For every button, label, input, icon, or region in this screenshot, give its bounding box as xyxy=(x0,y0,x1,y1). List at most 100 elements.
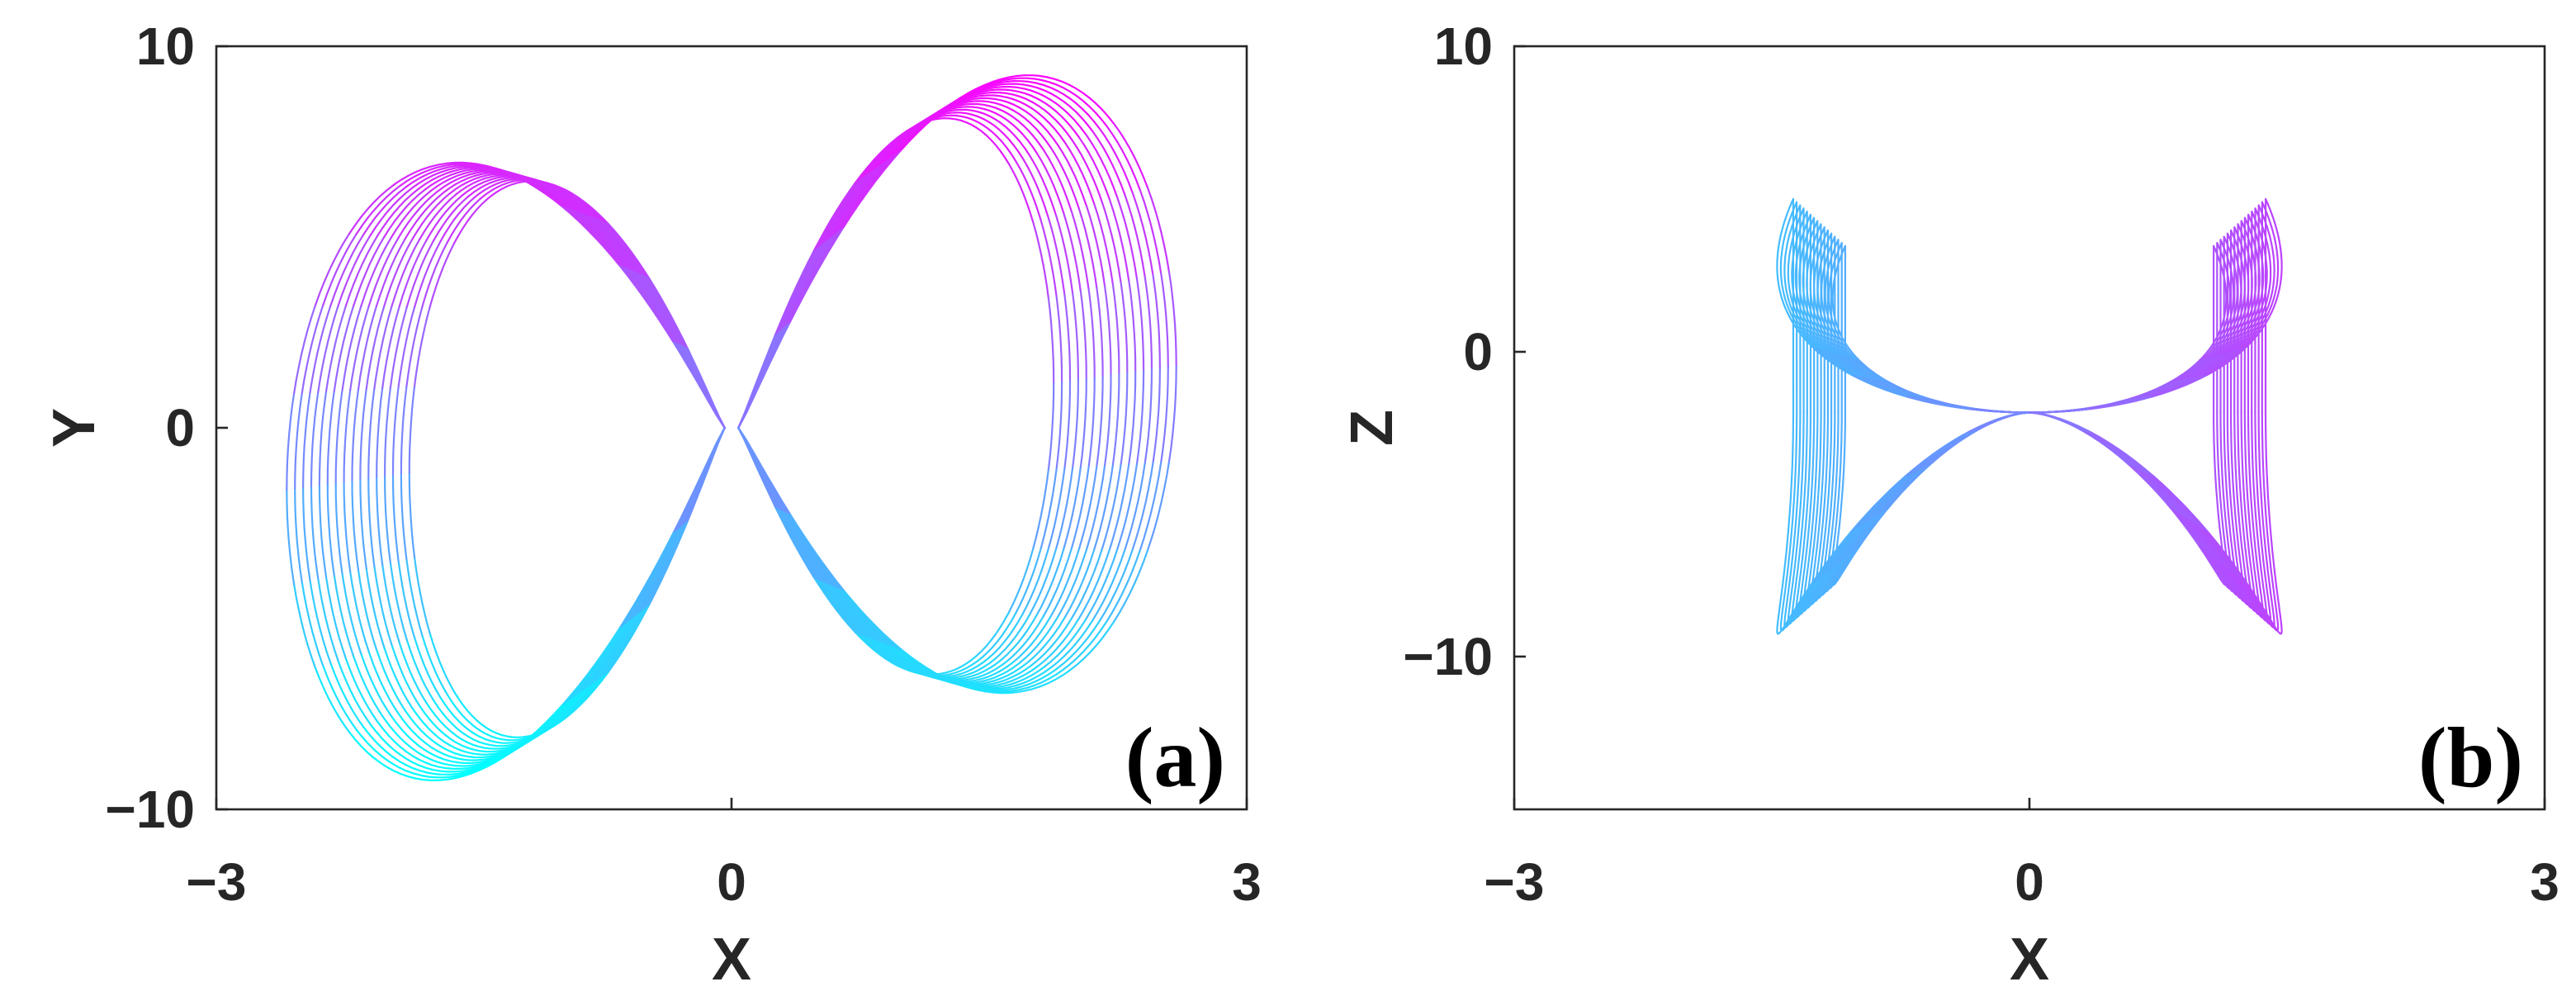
trajectory-segment xyxy=(1039,219,1058,297)
trajectory-segment xyxy=(1049,92,1094,133)
trajectory-segment xyxy=(1786,311,1813,348)
trajectory-segment xyxy=(1029,154,1058,216)
trajectory-segment xyxy=(948,657,990,678)
trajectory-segment xyxy=(399,766,452,779)
trajectory-segment xyxy=(344,657,379,723)
trajectory-segment xyxy=(1055,214,1074,294)
trajectory-segment xyxy=(591,216,641,276)
trajectory-segment xyxy=(1047,216,1066,296)
trajectory-segment xyxy=(1905,395,1970,410)
trajectory-segment xyxy=(1797,411,1802,496)
x-tick-label-b-1: 0 xyxy=(2015,852,2044,912)
trajectory-segment xyxy=(1116,196,1139,280)
x-tick-label-a-2: 3 xyxy=(1232,852,1262,912)
trajectory-segment xyxy=(854,631,899,667)
trajectory-segment xyxy=(414,557,431,634)
trajectory-segment xyxy=(2175,509,2210,555)
trajectory-segment xyxy=(294,391,303,490)
trajectory-segment xyxy=(1062,87,1108,127)
y-tick-label-b-2: 10 xyxy=(1434,17,1493,76)
trajectory-segment xyxy=(1905,430,1970,477)
trajectory-segment xyxy=(788,512,845,591)
trajectory-segment xyxy=(2237,223,2242,414)
trajectory-segment xyxy=(989,665,1039,687)
trajectory-segment xyxy=(1120,372,1129,467)
trajectory-segment xyxy=(2219,239,2223,414)
trajectory-segment xyxy=(2198,524,2239,577)
trajectory-segment xyxy=(1120,281,1129,374)
trajectory-segment xyxy=(571,209,627,269)
trajectory-segment xyxy=(1016,74,1070,86)
trajectory-segment xyxy=(788,226,845,325)
trajectory-segment xyxy=(1807,411,1812,492)
trajectory-segment xyxy=(375,648,406,712)
trajectory-segment xyxy=(2028,411,2080,429)
trajectory-segment xyxy=(2257,411,2262,496)
x-tick-label-b-2: 3 xyxy=(2530,852,2559,912)
trajectory-segment xyxy=(737,426,791,515)
trajectory-segment xyxy=(1800,411,1805,495)
trajectory-segment xyxy=(1062,620,1108,671)
trajectory-segment xyxy=(826,167,878,241)
trajectory-segment xyxy=(1785,562,1793,611)
trajectory-segment xyxy=(1029,548,1058,616)
trajectory-segment xyxy=(397,191,438,240)
trajectory-segment xyxy=(2227,567,2252,605)
trajectory-segment xyxy=(959,106,1002,117)
trajectory-segment xyxy=(1859,504,1892,548)
trajectory-segment xyxy=(1049,548,1080,618)
trajectory-segment xyxy=(2204,528,2245,582)
trajectory-segment xyxy=(737,321,791,429)
trajectory-segment xyxy=(1797,204,1802,414)
trajectory-segment xyxy=(2268,253,2272,286)
trajectory-segment xyxy=(2239,486,2247,551)
trajectory-segment xyxy=(1135,277,1145,372)
trajectory-segment xyxy=(466,735,510,747)
trajectory-segment xyxy=(1778,220,1786,248)
trajectory-segment xyxy=(2152,373,2209,398)
trajectory-segment xyxy=(1035,548,1065,616)
trajectory-segment xyxy=(1836,332,1858,361)
trajectory-segment xyxy=(1019,616,1059,664)
trajectory-segment xyxy=(1011,77,1064,89)
trajectory-segment xyxy=(400,472,408,561)
trajectory-segment xyxy=(818,578,865,637)
trajectory-segment xyxy=(2247,213,2252,414)
trajectory-segment xyxy=(373,565,393,646)
trajectory-segment xyxy=(398,240,428,308)
trajectory-segment xyxy=(1070,210,1090,291)
trajectory-segment xyxy=(1043,95,1087,135)
trajectory-segment xyxy=(2198,545,2219,576)
trajectory-segment xyxy=(580,212,632,272)
trajectory-segment xyxy=(309,579,332,664)
trajectory-segment xyxy=(324,305,347,393)
trajectory-segment xyxy=(817,178,863,249)
trajectory-segment xyxy=(1815,562,1839,598)
trajectory-segment xyxy=(2266,496,2275,569)
trajectory-segment xyxy=(2242,580,2269,619)
trajectory-segment xyxy=(1828,232,1833,414)
trajectory-segment xyxy=(2223,235,2228,414)
trajectory-segment xyxy=(824,581,874,640)
trajectory-segment xyxy=(984,663,1034,686)
trajectory-segment xyxy=(2263,281,2275,317)
trajectory-segment xyxy=(414,240,442,308)
trajectory-segment xyxy=(2251,411,2256,493)
trajectory-segment xyxy=(355,184,401,235)
trajectory-segment xyxy=(383,238,414,307)
trajectory-segment xyxy=(2246,311,2273,348)
trajectory-segment xyxy=(964,102,1009,115)
trajectory-segment xyxy=(324,576,347,660)
trajectory-segment xyxy=(473,178,515,199)
trajectory-segment xyxy=(391,386,400,476)
trajectory-segment xyxy=(1086,465,1106,551)
trajectory-segment xyxy=(2255,556,2263,602)
trajectory-segment xyxy=(2230,570,2255,607)
trajectory-segment xyxy=(815,179,859,250)
trajectory-segment xyxy=(2273,220,2281,248)
trajectory-segment xyxy=(1000,83,1052,95)
trajectory-segment xyxy=(2230,229,2234,414)
trajectory-segment xyxy=(369,723,414,764)
trajectory-segment xyxy=(1072,378,1079,469)
trajectory-segment xyxy=(1778,567,1786,617)
